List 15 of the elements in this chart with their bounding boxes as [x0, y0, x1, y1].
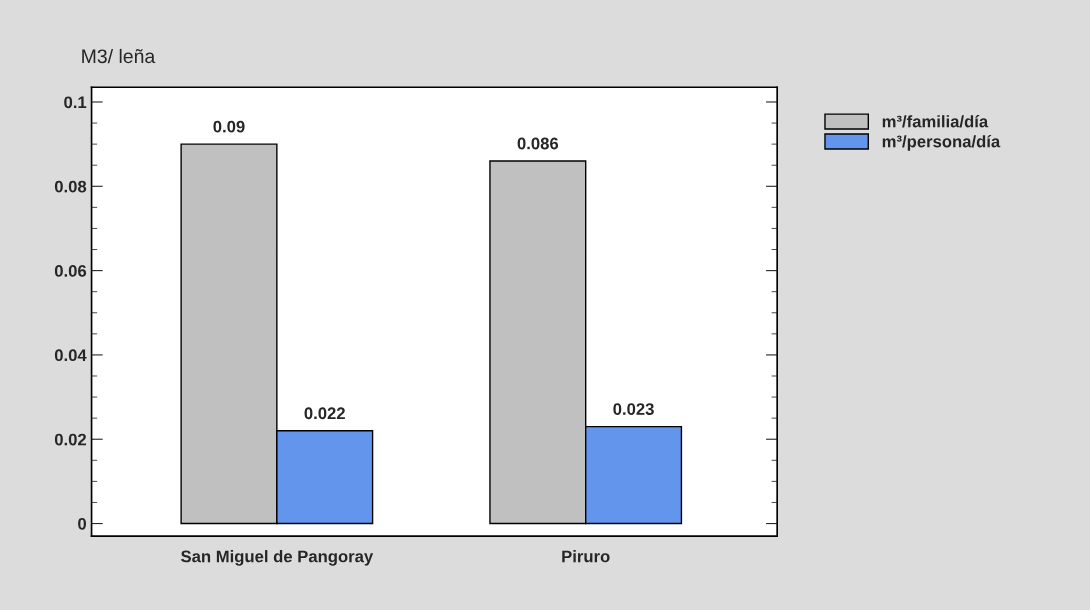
y-tick-label: 0.04: [54, 349, 87, 362]
y-tick-label: 0.08: [54, 180, 87, 193]
data-label: 0.086: [517, 137, 559, 150]
x-tick-label: San Miguel de Pangoray: [181, 550, 374, 566]
y-tick-label: 0: [78, 517, 87, 530]
data-label: 0.023: [613, 403, 654, 415]
y-tick-label: 0.1: [64, 96, 87, 109]
legend-label: m³/persona/día: [882, 135, 1001, 151]
legend-label: m³/familia/día: [882, 115, 989, 128]
y-tick-label: 0.02: [54, 433, 87, 446]
y-axis-title: M3/ leña: [82, 48, 156, 64]
y-tick-label: 0.06: [54, 265, 87, 277]
data-label: 0.022: [304, 407, 345, 420]
x-tick-label: Piruro: [562, 550, 610, 563]
data-label: 0.09: [213, 120, 245, 133]
